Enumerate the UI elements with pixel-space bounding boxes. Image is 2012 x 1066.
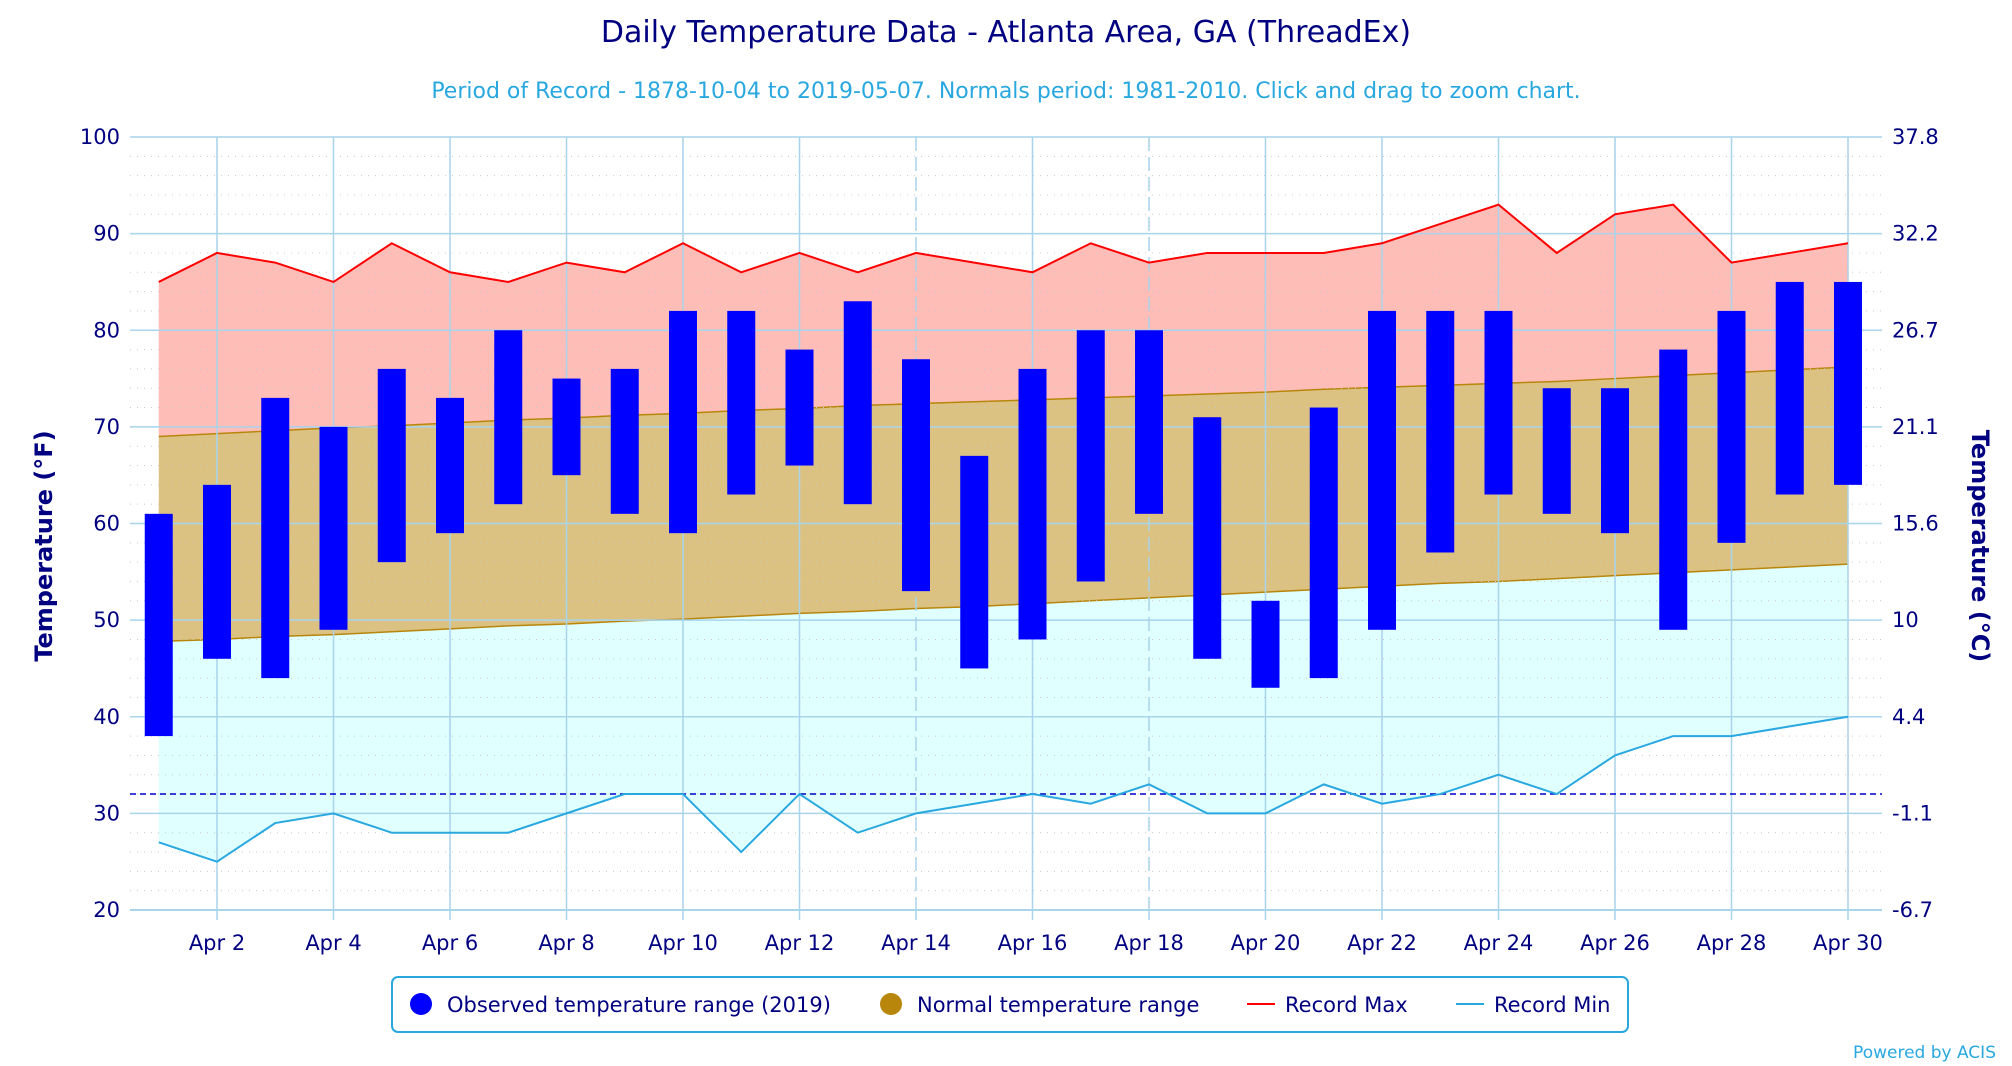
observed-bar-apr-7[interactable] [494,330,523,505]
observed-bar-apr-5[interactable] [377,368,406,563]
observed-bar-apr-25[interactable] [1542,388,1571,514]
observed-bar-apr-1[interactable] [144,513,173,737]
grid [130,136,1882,911]
above-normal-area [158,204,1848,437]
observed-bar-apr-29[interactable] [1775,281,1804,495]
record-max-line [158,203,1849,284]
range-fills [158,204,1849,862]
record-lines [158,203,1849,863]
observed-bar-apr-17[interactable] [1076,330,1105,582]
legend-item-normal[interactable]: Normal temperature range [880,993,1199,1017]
y-tick-label-left: 90 [93,222,120,246]
x-tick-label: Apr 10 [648,931,718,955]
y-axis-title-left: Temperature (°F) [30,430,58,661]
legend-normal-label: Normal temperature range [917,993,1199,1017]
observed-bar-apr-13[interactable] [843,301,872,505]
y-tick-label-right: 4.4 [1892,705,1925,729]
observed-bar-apr-30[interactable] [1834,281,1862,485]
observed-bar-apr-16[interactable] [1018,368,1047,640]
chart-subtitle: Period of Record - 1878-10-04 to 2019-05… [431,79,1580,104]
legend-item-record-max[interactable]: Record Max [1247,993,1408,1017]
y-tick-label-right: 15.6 [1892,512,1939,536]
y-tick-label-left: 80 [93,318,120,342]
record-min-line [158,715,1849,863]
observed-bar-apr-19[interactable] [1193,417,1222,659]
legend-observed-marker [410,993,432,1015]
y-tick-label-left: 30 [93,801,120,825]
x-tick-label: Apr 20 [1231,931,1301,955]
observed-bars[interactable] [144,281,1862,737]
observed-bar-apr-18[interactable] [1135,330,1163,514]
x-tick-label: Apr 18 [1114,931,1184,955]
y-tick-label-right: 37.8 [1892,125,1939,149]
observed-bar-apr-28[interactable] [1717,310,1746,543]
y-tick-label-right: -6.7 [1892,898,1933,922]
x-tick-label: Apr 26 [1580,931,1650,955]
observed-bar-apr-27[interactable] [1659,349,1688,630]
observed-bar-apr-22[interactable] [1368,310,1396,630]
observed-bar-apr-10[interactable] [669,310,697,534]
observed-bar-apr-12[interactable] [785,349,814,466]
observed-bar-apr-15[interactable] [960,455,989,669]
y-tick-label-left: 50 [93,608,120,632]
x-tick-label: Apr 8 [538,931,594,955]
y-tick-label-left: 100 [80,125,120,149]
x-tick-label: Apr 16 [998,931,1068,955]
below-normal-area [158,564,1848,862]
legend-item-observed[interactable]: Observed temperature range (2019) [410,993,831,1017]
legend-box [391,976,1629,1033]
legend-normal-marker [880,993,902,1015]
x-tick-label: Apr 4 [305,931,361,955]
legend-record-min-label: Record Min [1494,993,1611,1017]
normal-range-area [158,366,1848,642]
legend: Observed temperature range (2019) Normal… [391,976,1629,1033]
observed-bar-apr-14[interactable] [902,359,930,592]
x-tick-label: Apr 12 [765,931,835,955]
y-tick-label-right: 32.2 [1892,222,1939,246]
observed-bar-apr-11[interactable] [727,310,756,495]
observed-bar-apr-23[interactable] [1426,310,1455,553]
legend-observed-label: Observed temperature range (2019) [447,993,831,1017]
x-tick-label: Apr 2 [189,931,245,955]
x-tick-label: Apr 6 [422,931,478,955]
y-tick-label-left: 70 [93,415,120,439]
x-tick-label: Apr 22 [1347,931,1417,955]
y-tick-label-right: 21.1 [1892,415,1939,439]
x-tick-label: Apr 24 [1464,931,1534,955]
observed-bar-apr-6[interactable] [436,397,464,534]
y-tick-label-left: 60 [93,512,120,536]
x-tick-label: Apr 28 [1697,931,1767,955]
legend-record-max-label: Record Max [1285,993,1408,1017]
chart-title: Daily Temperature Data - Atlanta Area, G… [601,15,1411,50]
observed-bar-apr-9[interactable] [610,368,639,514]
x-tick-label: Apr 30 [1813,931,1883,955]
axes: 20 -6.7 30 -1.1 40 4.4 50 10 60 15.6 70 21.1 80 26.7 9… [80,125,1939,955]
y-axis-title-right: Temperature (°C) [1966,430,1994,663]
normal-low-line [158,563,1849,643]
legend-item-record-min[interactable]: Record Min [1456,993,1611,1017]
y-tick-label-left: 20 [93,898,120,922]
observed-bar-apr-4[interactable] [319,426,348,630]
y-tick-label-right: 26.7 [1892,318,1939,342]
observed-bar-apr-8[interactable] [552,378,581,476]
x-tick-label: Apr 14 [881,931,951,955]
observed-bar-apr-24[interactable] [1484,310,1513,495]
y-tick-label-right: -1.1 [1892,801,1933,825]
observed-bar-apr-3[interactable] [261,397,290,679]
observed-bar-apr-21[interactable] [1309,407,1338,679]
y-tick-label-left: 40 [93,705,120,729]
credit-link[interactable]: Powered by ACIS [1853,1043,1996,1063]
observed-bar-apr-20[interactable] [1251,600,1280,688]
observed-bar-apr-26[interactable] [1601,388,1629,534]
y-tick-label-right: 10 [1892,608,1919,632]
observed-bar-apr-2[interactable] [203,484,231,659]
